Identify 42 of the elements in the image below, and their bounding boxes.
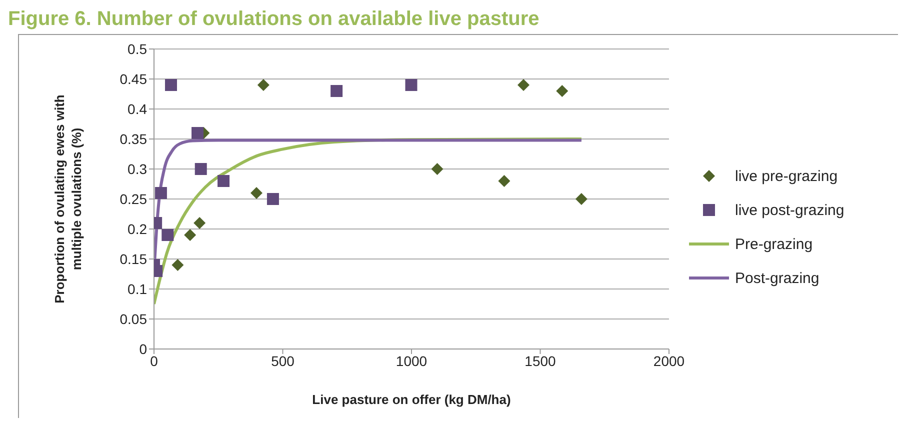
- legend-label: Post-grazing: [735, 270, 820, 286]
- y-tick-label: 0: [139, 340, 148, 357]
- y-tick-label: 0.2: [128, 220, 148, 237]
- point: [192, 127, 204, 139]
- legend-label: Pre-grazing: [735, 236, 813, 252]
- point: [194, 163, 207, 175]
- legend-label: live post-grazing: [735, 202, 844, 218]
- y-tick-label: 0.5: [128, 40, 148, 57]
- point: [575, 193, 588, 205]
- point: [250, 187, 262, 199]
- y-tick-label: 0.1: [128, 280, 148, 297]
- point: [266, 193, 279, 205]
- point: [194, 217, 206, 229]
- point: [518, 79, 530, 91]
- point: [184, 229, 196, 241]
- y-tick-label: 0.45: [120, 70, 148, 87]
- x-axis-title: Live pasture on offer (kg DM/ha): [312, 392, 511, 407]
- point: [162, 229, 174, 241]
- point: [218, 175, 230, 187]
- point: [330, 85, 343, 97]
- x-tick-label: 1000: [396, 352, 428, 369]
- point: [154, 187, 167, 199]
- y-tick-label: 0.3: [128, 160, 148, 177]
- point: [431, 163, 444, 175]
- point: [257, 79, 270, 91]
- y-tick-label: 0.4: [128, 100, 148, 117]
- legend-label: live pre-grazing: [735, 168, 838, 184]
- x-tick-label: 500: [271, 352, 295, 369]
- x-tick-label: 1500: [524, 352, 556, 369]
- y-tick-label: 0.25: [120, 190, 148, 207]
- point: [164, 79, 177, 91]
- y-tick-label: 0.05: [120, 310, 148, 327]
- y-axis-title: Proportion of ovulating ewes with multiple ovulations (%): [52, 94, 84, 304]
- chart-title: Figure 6. Number of ovulations on available live pasture: [8, 8, 540, 31]
- point: [172, 259, 184, 271]
- point: [556, 85, 568, 97]
- x-tick-label: 2000: [653, 352, 685, 369]
- y-tick-label: 0.15: [120, 250, 148, 267]
- point: [498, 175, 510, 187]
- y-tick-label: 0.35: [120, 130, 148, 147]
- x-tick-label: 0: [150, 352, 158, 369]
- point: [405, 79, 418, 91]
